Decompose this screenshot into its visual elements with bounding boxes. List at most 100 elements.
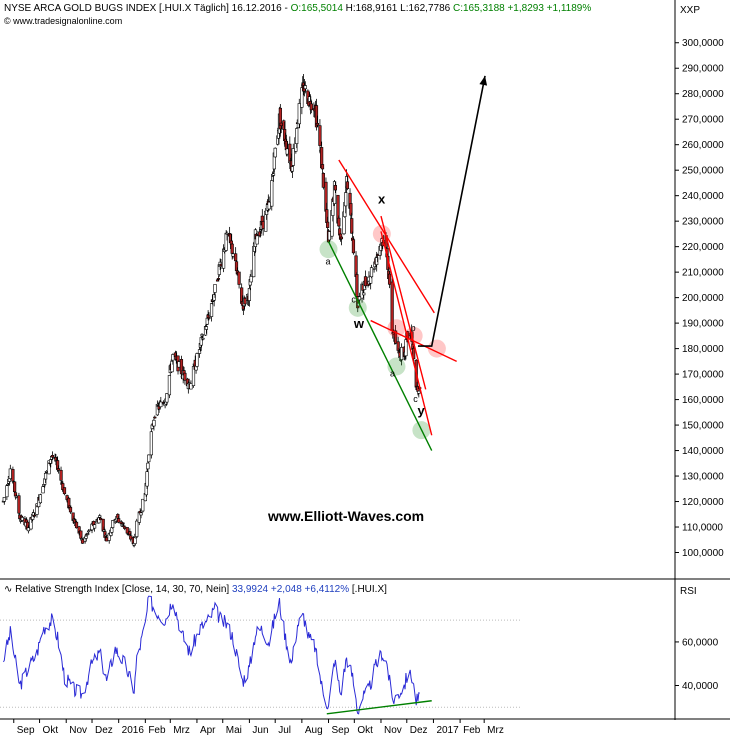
candle-body (128, 531, 132, 536)
candle-body (412, 348, 416, 360)
ohlc-close: C:165,3188 +1,8293 +1,1189% (452, 3, 592, 14)
candle-body (121, 522, 125, 525)
price-tick-label: 250,0000 (682, 166, 724, 177)
candle-body (279, 122, 283, 126)
chart-title: NYSE ARCA GOLD BUGS INDEX [.HUI.X Täglic… (4, 3, 591, 14)
candle-body (416, 386, 420, 392)
price-tick-label: 130,0000 (682, 472, 724, 483)
rsi-value: 33,9924 +2,048 +6,4112% (231, 584, 350, 595)
candle-body (234, 253, 238, 262)
candle-body (80, 539, 85, 544)
candle-body (204, 326, 209, 330)
price-tick-label: 300,0000 (682, 38, 724, 49)
candle-body (17, 495, 21, 514)
candle-body (59, 469, 63, 481)
candle-body (400, 347, 404, 360)
ohlc-hlc: H:168,9161 L:162,7786 (345, 3, 451, 14)
price-tick-label: 120,0000 (682, 497, 724, 508)
candle-body (327, 231, 331, 241)
candle-body (338, 233, 343, 240)
candle-body (170, 360, 174, 373)
candle-body (2, 497, 6, 502)
candle-body (314, 105, 319, 128)
x-tick-label: Dez (95, 725, 113, 736)
candle-body (67, 497, 71, 509)
wave-marker (404, 326, 423, 345)
price-symbol: XXP (680, 5, 701, 16)
ohlc-open: O:165,5014 (290, 3, 343, 14)
candle-body (207, 317, 211, 319)
candle-body (393, 330, 398, 344)
trend-line (327, 241, 433, 451)
candle-body (219, 264, 223, 266)
candle-body (68, 507, 73, 513)
candle-body (213, 284, 217, 293)
candle-body (84, 535, 88, 539)
candle-body (14, 495, 18, 498)
wave-label: x (378, 191, 386, 206)
candle-body (120, 523, 124, 527)
x-tick-label: Sep (17, 725, 35, 736)
candle-body (271, 173, 276, 176)
candle-body (285, 148, 289, 155)
candle-body (222, 249, 227, 252)
candle-body (105, 537, 109, 542)
x-tick-label: 2017 (436, 725, 459, 736)
x-tick-label: Jun (252, 725, 268, 736)
candle-body (247, 288, 252, 301)
wave-marker (348, 298, 367, 317)
candle-body (56, 468, 61, 471)
forecast-arrow-head (479, 75, 488, 86)
candle-body (77, 526, 81, 534)
candle-body (320, 164, 325, 170)
candle-body (139, 512, 143, 516)
candle-body (291, 148, 295, 166)
forecast-arrow (417, 75, 486, 347)
candle-body (171, 354, 175, 361)
trend-line (370, 319, 457, 362)
candle-body (5, 485, 9, 498)
wave-label: c (351, 295, 356, 305)
candle-body (177, 361, 181, 368)
candle-body (273, 147, 277, 158)
candle-body (212, 294, 216, 301)
candle-body (261, 221, 265, 229)
rsi-suffix: [.HUI.X] (349, 584, 387, 595)
candle-body (355, 274, 359, 297)
candle-body (159, 401, 163, 408)
rsi-symbol: RSI (680, 586, 697, 597)
candle-body (321, 172, 325, 188)
candle-body (345, 181, 350, 189)
wave-label: c (413, 394, 418, 404)
rsi-label: Relative Strength Index [Close, 14, 30, … (15, 584, 232, 595)
candle-body (197, 349, 202, 354)
candle-body (297, 103, 301, 125)
candle-body (258, 231, 262, 237)
price-tick-label: 240,0000 (682, 191, 724, 202)
candle-body (43, 472, 48, 480)
price-tick-label: 170,0000 (682, 370, 724, 381)
candle-body (362, 292, 366, 296)
x-tick-label: Okt (357, 725, 373, 736)
candle-body (97, 517, 101, 524)
x-tick-label: Nov (69, 725, 87, 736)
candle-body (50, 455, 55, 458)
candle-body (404, 339, 408, 357)
candle-body (375, 257, 379, 265)
candle-body (215, 279, 220, 282)
candle-body (199, 337, 203, 346)
candle-body (47, 460, 51, 475)
candle-body (13, 481, 17, 493)
trend-line (380, 231, 433, 436)
x-tick-label: Aug (305, 725, 323, 736)
wave-marker (387, 319, 406, 338)
x-tick-label: Nov (384, 725, 402, 736)
x-tick-label: 2016 (122, 725, 145, 736)
candle-body (396, 341, 400, 351)
candle-body (103, 531, 107, 538)
candle-body (222, 248, 226, 269)
candle-body (349, 203, 353, 216)
rsi-icon: ∿ (4, 584, 13, 595)
price-tick-label: 280,0000 (682, 89, 724, 100)
